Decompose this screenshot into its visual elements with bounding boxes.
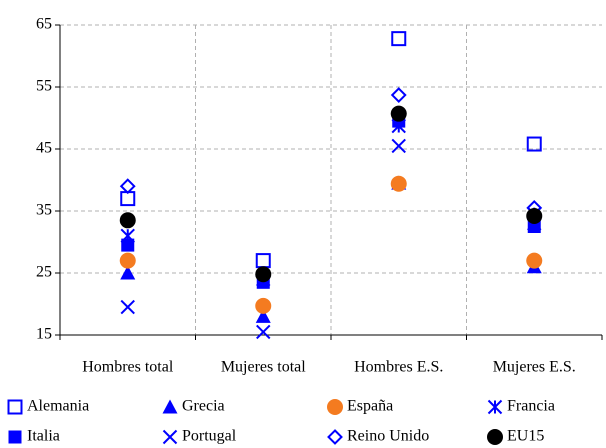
marker-shape — [390, 87, 407, 103]
data-point — [119, 212, 136, 229]
data-point — [390, 105, 407, 122]
y-tick-label: 15 — [36, 326, 52, 343]
data-point — [255, 297, 272, 314]
data-point — [391, 138, 406, 154]
data-point — [120, 265, 136, 280]
marker-shape — [120, 299, 135, 315]
legend-marker — [327, 399, 343, 415]
data-point — [255, 308, 271, 323]
data-point — [120, 299, 135, 315]
x-tick-label: Mujeres E.S. — [493, 359, 576, 376]
marker-shape — [327, 429, 343, 445]
marker-shape — [162, 399, 178, 414]
marker-shape — [390, 175, 407, 192]
marker-shape — [391, 138, 406, 154]
marker-shape — [119, 212, 136, 229]
legend-label: España — [347, 398, 393, 415]
marker-shape — [487, 399, 503, 415]
data-point — [390, 87, 407, 103]
x-tick-label: Hombres total — [82, 359, 174, 376]
data-point — [526, 207, 543, 224]
legend-label: Portugal — [182, 428, 237, 445]
data-point — [391, 31, 407, 47]
legend-label: Italia — [27, 428, 60, 445]
marker-shape — [390, 105, 407, 122]
marker-shape — [487, 429, 503, 445]
data-point — [255, 253, 271, 269]
x-tick-label: Mujeres total — [221, 359, 306, 376]
legend-marker — [487, 399, 503, 415]
legend-label: Francia — [507, 398, 555, 415]
marker-shape — [255, 297, 272, 314]
marker-shape — [8, 430, 22, 444]
marker-shape — [256, 324, 271, 340]
legend-marker — [487, 429, 503, 445]
legend-marker — [8, 430, 22, 444]
data-point — [526, 136, 542, 152]
legend-label: Alemania — [27, 398, 89, 415]
legend-label: EU15 — [507, 428, 544, 445]
data-point — [390, 175, 407, 192]
y-tick-label: 35 — [36, 202, 52, 219]
data-point — [255, 266, 272, 283]
y-tick-label: 45 — [36, 140, 52, 157]
data-point — [121, 238, 135, 252]
legend-label: Grecia — [182, 398, 225, 415]
legend-marker — [162, 429, 178, 445]
y-tick-label: 65 — [36, 16, 52, 33]
marker-shape — [255, 308, 271, 323]
y-tick-label: 55 — [36, 78, 52, 95]
marker-shape — [255, 253, 271, 269]
data-point — [119, 252, 136, 269]
marker-shape — [120, 265, 136, 280]
data-point — [256, 324, 271, 340]
marker-shape — [391, 31, 407, 47]
legend-marker — [162, 399, 178, 414]
marker-shape — [255, 266, 272, 283]
marker-shape — [526, 136, 542, 152]
data-point — [119, 178, 136, 195]
y-tick-label: 25 — [36, 264, 52, 281]
marker-shape — [526, 207, 543, 224]
legend-marker — [7, 399, 23, 415]
marker-shape — [327, 399, 343, 415]
marker-shape — [119, 252, 136, 269]
marker-shape — [121, 238, 135, 252]
data-point — [526, 252, 543, 269]
legend-marker — [327, 429, 343, 445]
x-tick-label: Hombres E.S. — [354, 359, 443, 376]
marker-shape — [119, 178, 136, 195]
marker-shape — [162, 429, 178, 445]
marker-shape — [526, 252, 543, 269]
marker-shape — [7, 399, 23, 415]
legend-label: Reino Unido — [347, 428, 429, 445]
